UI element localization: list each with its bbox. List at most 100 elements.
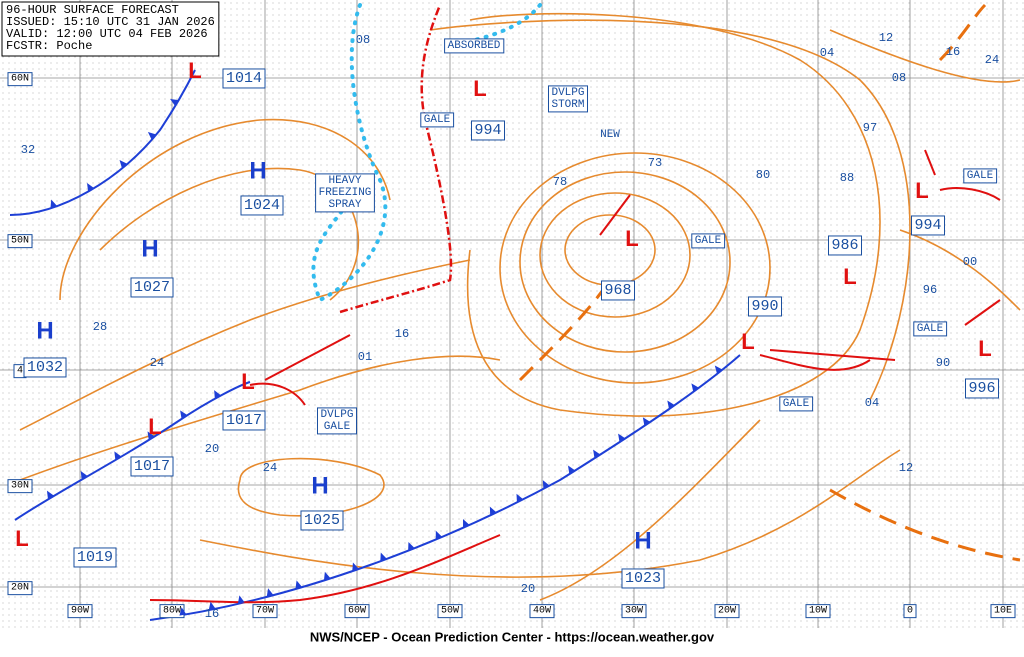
low-symbol: L: [625, 226, 638, 251]
header-line: 96-HOUR SURFACE FORECAST: [6, 3, 179, 17]
isobar-label: 28: [93, 320, 107, 334]
front-pip: [516, 493, 524, 503]
annotation-line: GALE: [424, 114, 451, 126]
longitude-label: 50W: [441, 606, 459, 617]
low-symbol: L: [473, 76, 486, 101]
annotation-box: [315, 173, 375, 213]
longitude-label-box: [344, 604, 370, 619]
annotation-line: GALE: [783, 398, 810, 410]
front-pip: [170, 99, 179, 107]
annotation-line: GALE: [967, 170, 994, 182]
front-pip: [667, 400, 675, 410]
front-pip: [50, 199, 58, 209]
latitude-label-box: [7, 234, 33, 249]
annotation-line: SPRAY: [328, 199, 361, 211]
low-pressure: 994: [474, 122, 501, 139]
front-pip: [691, 383, 699, 392]
high-pressure-box: [23, 357, 67, 378]
low-pressure: 994: [914, 217, 941, 234]
front-pip: [408, 541, 415, 551]
front-pip: [568, 465, 576, 475]
low-pressure-box: [600, 280, 636, 301]
high-pressure-box: [621, 568, 665, 589]
annotation-box: [913, 321, 948, 337]
longitude-label: 90W: [71, 606, 89, 617]
longitude-label: 20W: [718, 606, 736, 617]
high-symbol: H: [311, 472, 328, 499]
longitude-label-box: [621, 604, 647, 619]
latitude-label: 60N: [11, 74, 29, 85]
high-pressure: 1023: [625, 570, 661, 587]
warm-fronts: [149, 187, 1001, 604]
high-pressure: 1025: [304, 512, 340, 529]
front-pip: [489, 506, 497, 516]
low-pressure-box: [222, 68, 266, 89]
isobar-label: 24: [263, 461, 277, 475]
low-pressure: 1014: [226, 70, 262, 87]
latitude-label: 30N: [11, 481, 29, 492]
footer: NWS/NCEP - Ocean Prediction Center - htt…: [310, 629, 715, 644]
front-pip: [380, 552, 387, 562]
low-pressure: 996: [968, 380, 995, 397]
isobar-label: 16: [395, 327, 409, 341]
annotation-line: GALE: [917, 323, 944, 335]
low-pressure-box: [130, 456, 174, 477]
header-box: [1, 1, 220, 57]
isobar-label: 12: [879, 31, 893, 45]
low-symbol: L: [915, 178, 928, 203]
longitude-label: 40W: [533, 606, 551, 617]
annotation-box: [779, 396, 814, 412]
annotation-box: [963, 168, 998, 184]
low-pressure-box: [222, 410, 266, 431]
isobar-label: 04: [820, 46, 834, 60]
high-symbol: H: [141, 235, 158, 262]
isobar-label: 08: [892, 71, 906, 85]
low-pressure-box: [73, 547, 117, 568]
high-symbol: H: [36, 317, 53, 344]
isobar-label: 16: [205, 607, 219, 621]
front-pip: [593, 449, 601, 459]
front-pip: [714, 365, 723, 374]
longitude-label-box: [437, 604, 463, 619]
high-pressure-box: [240, 195, 284, 216]
isobar-label: 12: [899, 461, 913, 475]
isobar-label: 01: [358, 350, 372, 364]
isobar-label: 20: [205, 442, 219, 456]
front-pip: [87, 182, 95, 192]
annotation-box: [316, 407, 358, 435]
annotation-line: FREEZING: [319, 187, 372, 199]
front-pip: [214, 390, 222, 399]
low-pressure: 968: [604, 282, 631, 299]
longitude-label: 60W: [348, 606, 366, 617]
annotation: NEW: [600, 129, 620, 141]
latitude-label: 4: [17, 366, 23, 377]
high-symbol: H: [634, 527, 651, 554]
latitude-label-box: [7, 581, 33, 596]
longitude-label-box: [990, 604, 1016, 619]
front-pip: [147, 131, 157, 140]
low-pressure-box: [747, 296, 783, 317]
high-pressure-box: [130, 277, 174, 298]
isobar-label: 88: [840, 171, 854, 185]
isobar-label: 04: [865, 396, 879, 410]
isobar-label: 16: [946, 45, 960, 59]
low-symbol: L: [741, 329, 754, 354]
front-pip: [237, 595, 245, 604]
movement-arrows: [264, 149, 1001, 381]
low-pressure: 1017: [226, 412, 262, 429]
low-symbol: L: [15, 526, 28, 551]
high-pressure: 1027: [134, 279, 170, 296]
latitude-label: 20N: [11, 583, 29, 594]
high-pressure: 1032: [27, 359, 63, 376]
front-pip: [266, 588, 274, 597]
low-pressure-box: [910, 215, 946, 236]
annotation-box: [444, 38, 505, 54]
low-pressure: 1019: [77, 549, 113, 566]
low-symbol: L: [978, 336, 991, 361]
isobar-label: 32: [21, 143, 35, 157]
high-pressure: 1024: [244, 197, 280, 214]
annotation-box: [547, 85, 589, 113]
front-pip: [642, 417, 651, 426]
isobar-label: 96: [923, 283, 937, 297]
